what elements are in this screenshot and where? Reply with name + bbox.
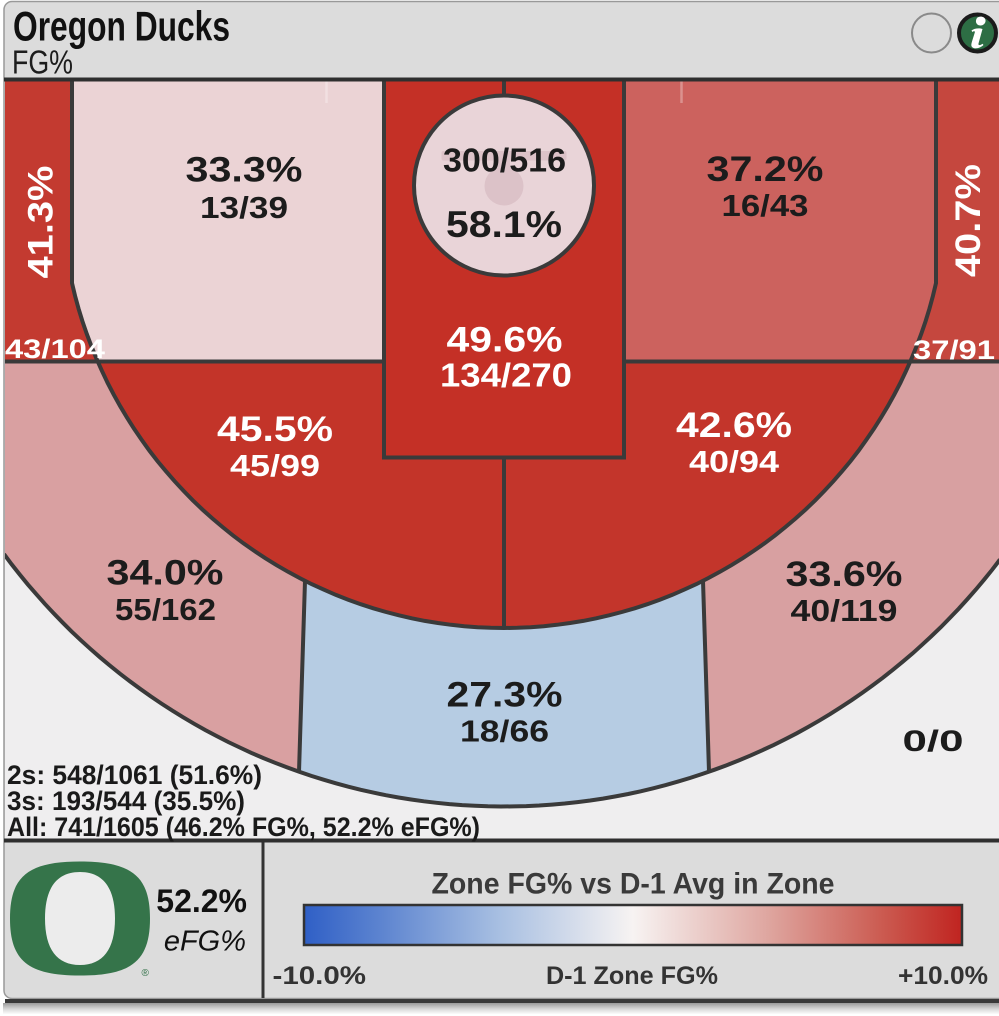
svg-text:40.7%: 40.7% [949,164,988,277]
svg-text:45.5%: 45.5% [217,410,333,449]
svg-text:42.6%: 42.6% [676,406,792,445]
svg-text:37.2%: 37.2% [707,150,824,189]
svg-text:41.3%: 41.3% [22,166,61,279]
svg-text:13/39: 13/39 [200,190,288,225]
svg-text:134/270: 134/270 [440,357,572,394]
svg-text:27.3%: 27.3% [447,676,563,715]
svg-text:40/94: 40/94 [689,444,780,479]
svg-text:18/66: 18/66 [460,714,549,749]
svg-text:+10.0%: +10.0% [898,962,988,990]
svg-text:2s: 548/1061 (51.6%): 2s: 548/1061 (51.6%) [7,760,262,790]
svg-text:58.1%: 58.1% [446,204,562,245]
svg-text:Zone FG% vs D-1 Avg in Zone: Zone FG% vs D-1 Avg in Zone [432,868,835,901]
svg-text:55/162: 55/162 [115,592,216,627]
svg-text:All: 741/1605 (46.2% FG%, 52.2: All: 741/1605 (46.2% FG%, 52.2% eFG%) [7,812,480,842]
svg-text:-10.0%: -10.0% [273,962,367,990]
svg-text:3s: 193/544 (35.5%): 3s: 193/544 (35.5%) [7,786,245,816]
svg-text:33.3%: 33.3% [186,150,303,189]
svg-text:52.2%: 52.2% [156,883,247,919]
svg-text:40/119: 40/119 [791,593,898,628]
svg-text:49.6%: 49.6% [447,321,563,360]
svg-text:eFG%: eFG% [164,925,246,957]
svg-text:300/516: 300/516 [443,142,566,179]
svg-text:43/104: 43/104 [5,334,105,364]
svg-text:33.6%: 33.6% [786,555,903,594]
svg-text:37/91: 37/91 [913,335,995,365]
svg-text:®: ® [142,968,150,979]
svg-text:16/43: 16/43 [722,188,809,223]
svg-text:34.0%: 34.0% [107,554,224,593]
svg-text:FG%: FG% [12,44,73,81]
svg-text:0/0: 0/0 [903,725,964,758]
svg-text:Oregon Ducks: Oregon Ducks [13,3,230,50]
svg-text:45/99: 45/99 [230,448,320,483]
svg-text:D-1 Zone FG%: D-1 Zone FG% [546,962,718,990]
